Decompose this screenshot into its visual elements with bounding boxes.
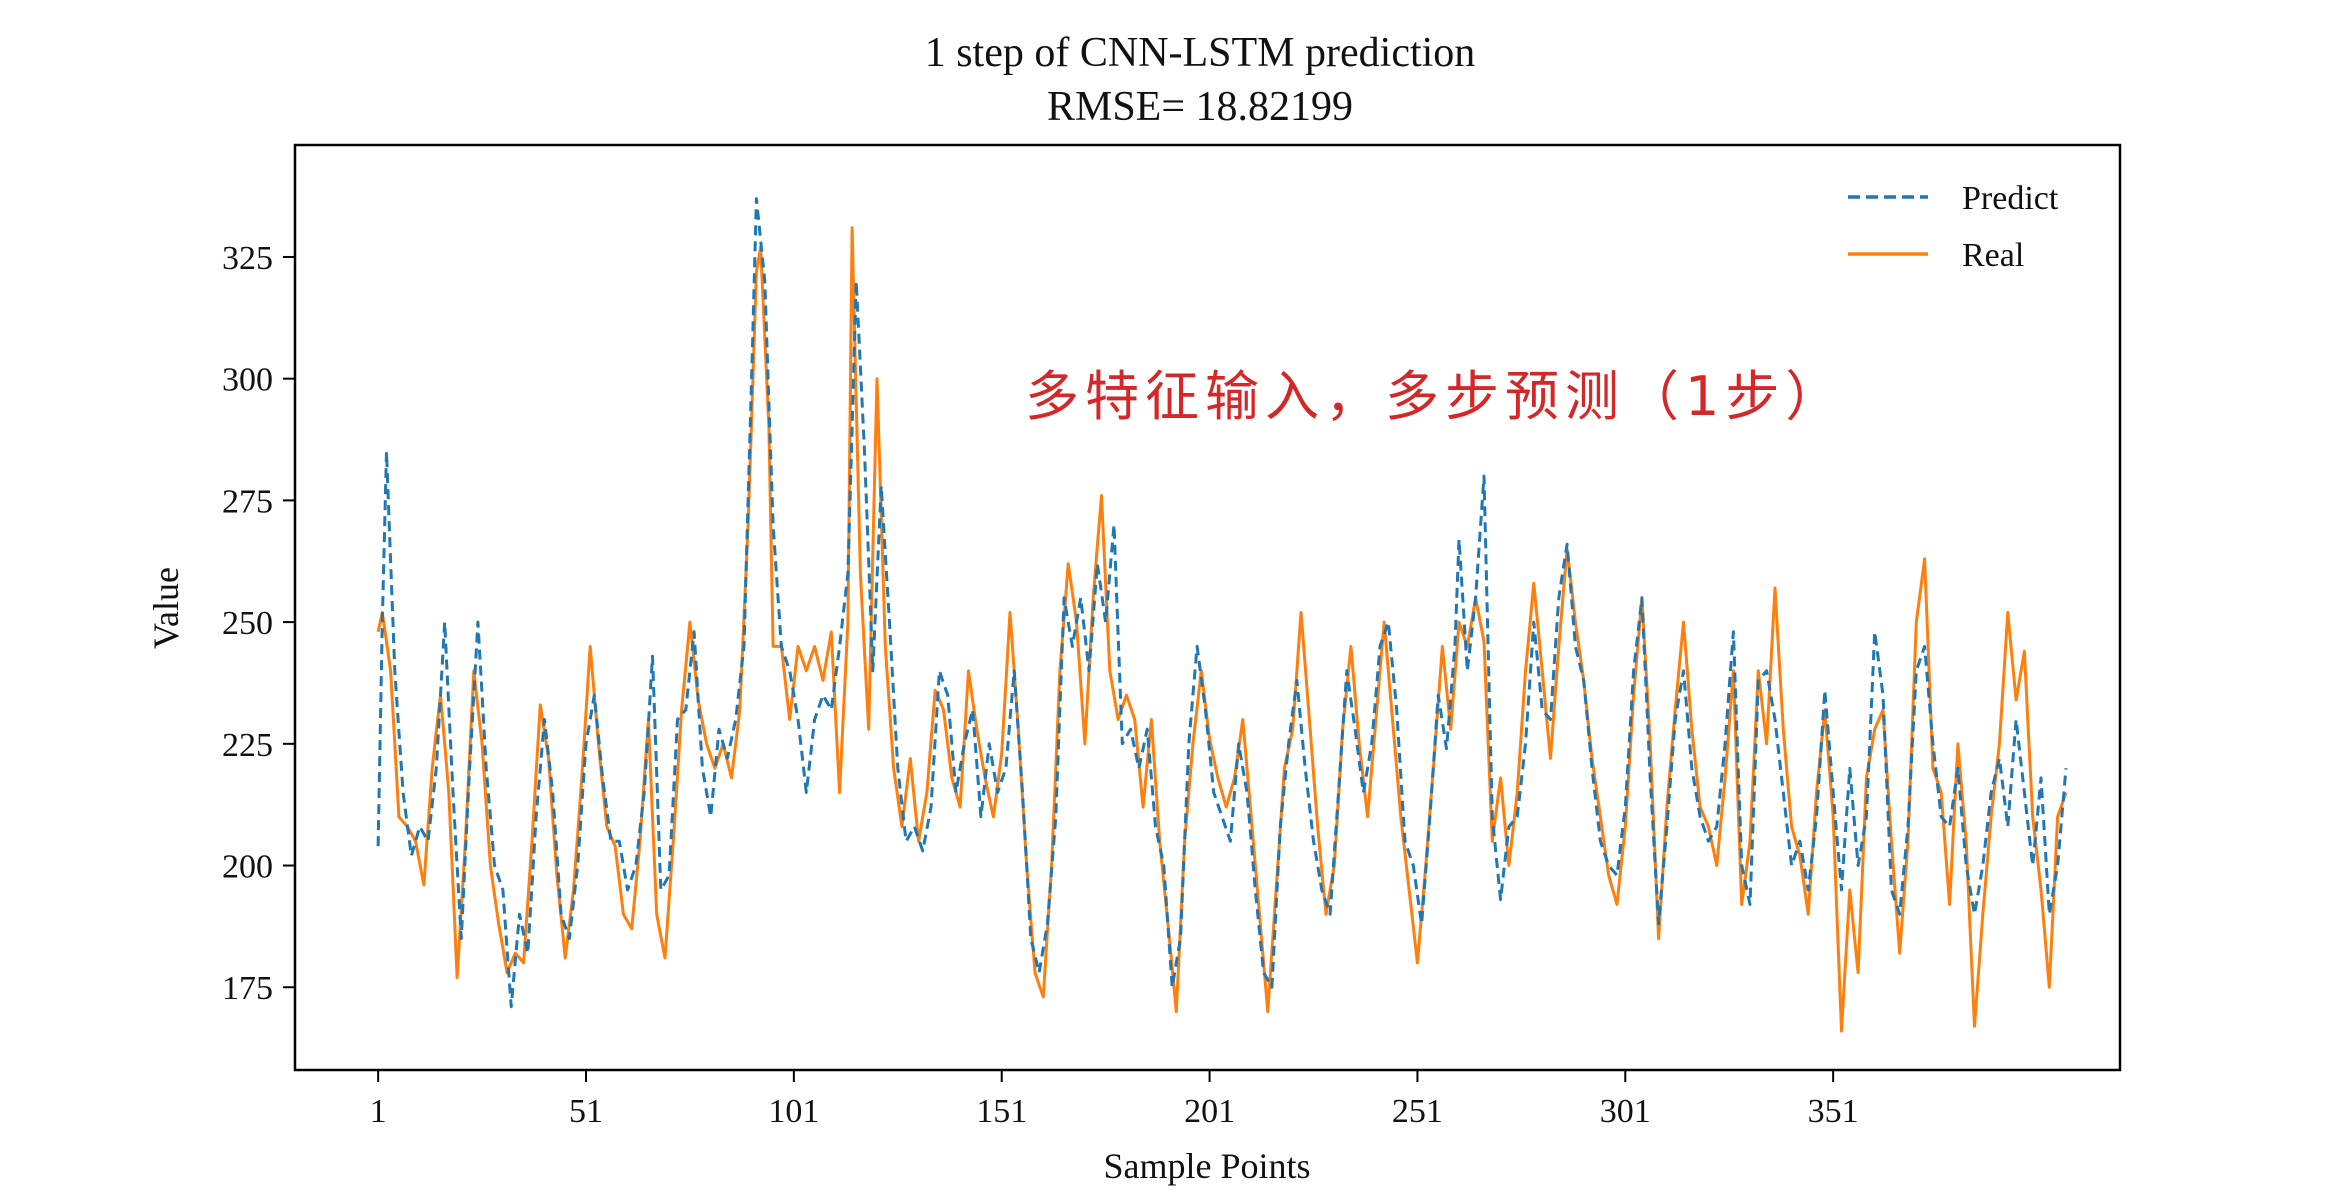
x-tick-label: 151: [976, 1093, 1027, 1130]
series-line-predict: [376, 197, 2068, 1009]
x-tick-label: 351: [1808, 1093, 1859, 1130]
chart-subtitle: RMSE= 18.82199: [1047, 84, 1353, 130]
x-axis: 1 51 101 151 201 251 301 351: [370, 1070, 1859, 1130]
plot-frame: [293, 143, 2122, 1072]
chart-title: 1 step of CNN-LSTM prediction: [925, 30, 1476, 76]
x-tick-label: 51: [569, 1093, 603, 1130]
y-axis-label: Value: [146, 567, 186, 649]
y-tick-label: 275: [222, 483, 273, 520]
y-tick-label: 250: [222, 605, 273, 642]
x-tick-label: 101: [768, 1093, 819, 1130]
y-axis: 175 200 225 250 275 300 325: [222, 240, 295, 1007]
y-tick-label: 175: [222, 970, 273, 1007]
legend-real-label: Real: [1962, 237, 2024, 274]
y-tick-label: 225: [222, 727, 273, 764]
x-tick-label: 301: [1600, 1093, 1651, 1130]
legend: Predict Real: [1848, 180, 2059, 274]
series-line-real: [376, 226, 2068, 1033]
y-tick-label: 300: [222, 362, 273, 399]
x-tick-label: 1: [370, 1093, 387, 1130]
y-tick-label: 200: [222, 849, 273, 886]
chart-annotation: 多特征输入，多步预测（1步）: [1025, 365, 1845, 428]
legend-predict-label: Predict: [1962, 180, 2059, 217]
y-tick-label: 325: [222, 240, 273, 277]
x-axis-label: Sample Points: [1103, 1146, 1310, 1186]
plot-lines: [376, 197, 2068, 1033]
x-tick-label: 201: [1184, 1093, 1235, 1130]
x-tick-label: 251: [1392, 1093, 1443, 1130]
